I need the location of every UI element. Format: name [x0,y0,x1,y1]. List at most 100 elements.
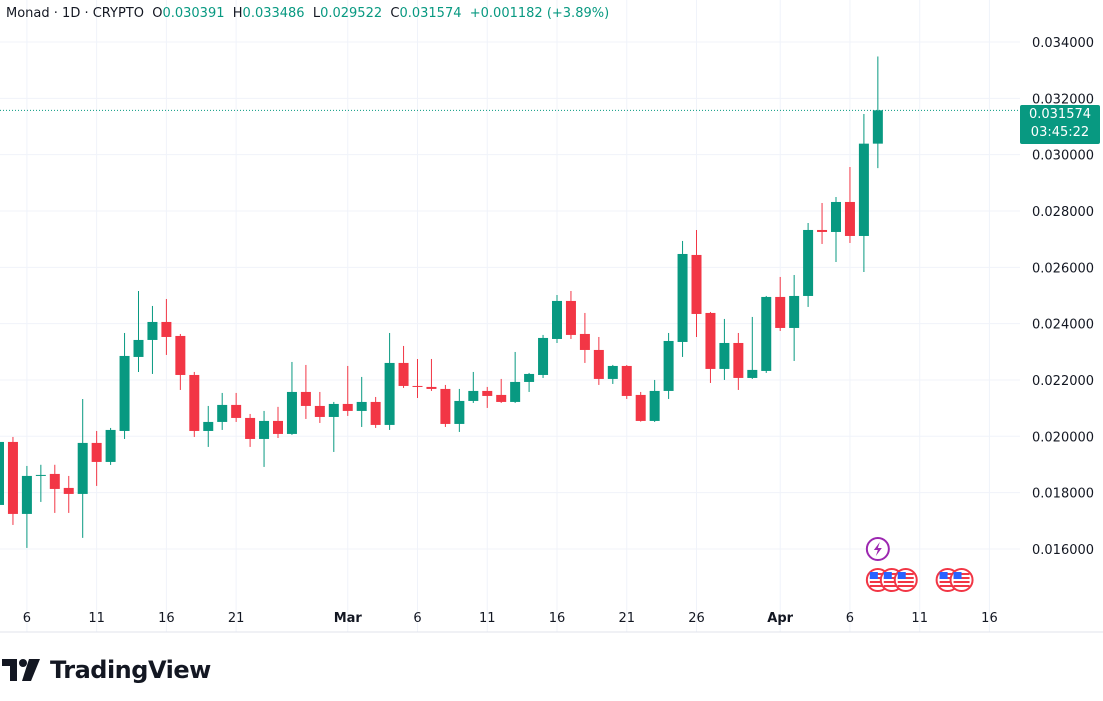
candle-body [91,442,102,462]
interval[interactable]: 1D [62,6,81,21]
symbol-name[interactable]: Monad [6,6,50,21]
y-tick-label: 0.034000 [1032,36,1094,51]
lightning-icon[interactable] [865,537,890,561]
candle-body [398,362,409,386]
candle-body [635,394,646,421]
candle [607,364,618,384]
candle-body [161,321,172,337]
candlestick-chart[interactable]: 0.016000 0.018000 0.020000 0.022000 0.024000… [0,0,1103,640]
x-tick-label: 6 [846,611,854,626]
events[interactable] [865,537,974,592]
tradingview-logo[interactable]: TradingView [2,656,211,684]
candle [91,430,102,486]
candle [384,332,395,430]
candle [356,376,367,427]
change-value: +0.001182 (+3.89%) [469,6,610,21]
symbol-legend: Monad · 1D · CRYPTO O0.030391 H0.033486 … [6,6,609,21]
candle-body [217,404,228,422]
x-tick-label: 21 [228,611,245,626]
candle-body [426,386,437,389]
candle [314,391,325,423]
candle [510,351,521,403]
candle-body [872,110,883,144]
candle [231,392,242,422]
candle [259,410,270,467]
candle-body [579,333,590,350]
candle-body [245,417,256,439]
x-tick-label: 26 [688,611,705,626]
separator: · [80,6,93,21]
candle-body [105,429,116,462]
candle-body [356,401,367,411]
candle [565,290,576,339]
candle [677,240,688,357]
candle [635,391,646,422]
candle [538,334,549,378]
candle-body [342,403,353,411]
candle [342,365,353,416]
brand-name: TradingView [50,656,211,684]
candle-body [482,390,493,396]
candle-body [119,355,130,431]
candle [63,475,74,513]
candle [705,311,716,383]
candle-body [175,335,186,375]
candle-body [77,442,88,494]
y-tick-label: 0.016000 [1032,543,1094,558]
x-tick-label: 6 [413,611,421,626]
x-tick-label: 11 [911,611,928,626]
candles [0,56,883,548]
separator: · [49,6,63,21]
high-value: 0.033486 [242,6,305,21]
x-tick-label: 16 [549,611,566,626]
candle [817,202,828,244]
candle-body [49,473,60,489]
candle-body [300,391,311,406]
candle-body [328,403,339,417]
time-axis[interactable]: 6 11 16 21 Mar 6 11 16 21 26 Apr 6 11 16 [23,611,998,626]
candle-body [663,340,674,391]
candle-body [649,390,660,421]
tradingview-logo-icon [2,659,40,681]
candle-body [761,296,772,371]
candle-body [565,300,576,335]
candle-body [21,475,32,514]
candle-body [705,312,716,369]
candle [370,396,381,428]
us-flag-icon[interactable] [949,568,974,592]
candle-body [817,229,828,232]
y-tick-label: 0.028000 [1032,205,1094,220]
candle [872,56,883,169]
x-tick-label: 16 [981,611,998,626]
us-flag-icon[interactable] [893,568,918,592]
low-value: 0.029522 [320,6,383,21]
candle [133,290,144,372]
candle [775,276,786,331]
candle [621,365,632,399]
candle-body [231,404,242,418]
candle [761,295,772,373]
candle [245,413,256,447]
price-axis[interactable]: 0.016000 0.018000 0.020000 0.022000 0.024000… [1032,36,1094,558]
candle [147,305,158,374]
candle [412,358,423,398]
candle [35,464,46,502]
candle-body [789,295,800,328]
candle-body [63,487,74,494]
candle-body [552,300,562,339]
y-tick-label: 0.032000 [1032,92,1094,107]
candle-body [747,369,758,378]
x-tick-label: 21 [618,611,635,626]
candle [440,384,451,427]
candle-body [607,365,618,379]
candle [789,274,800,361]
y-tick-label: 0.018000 [1032,487,1094,502]
candle [398,345,409,388]
candle-body [133,339,144,357]
y-tick-label: 0.030000 [1032,149,1094,164]
open-value: 0.030391 [162,6,225,21]
candle [593,336,604,385]
candle [49,464,60,513]
candle [803,222,814,307]
candle [844,166,855,243]
